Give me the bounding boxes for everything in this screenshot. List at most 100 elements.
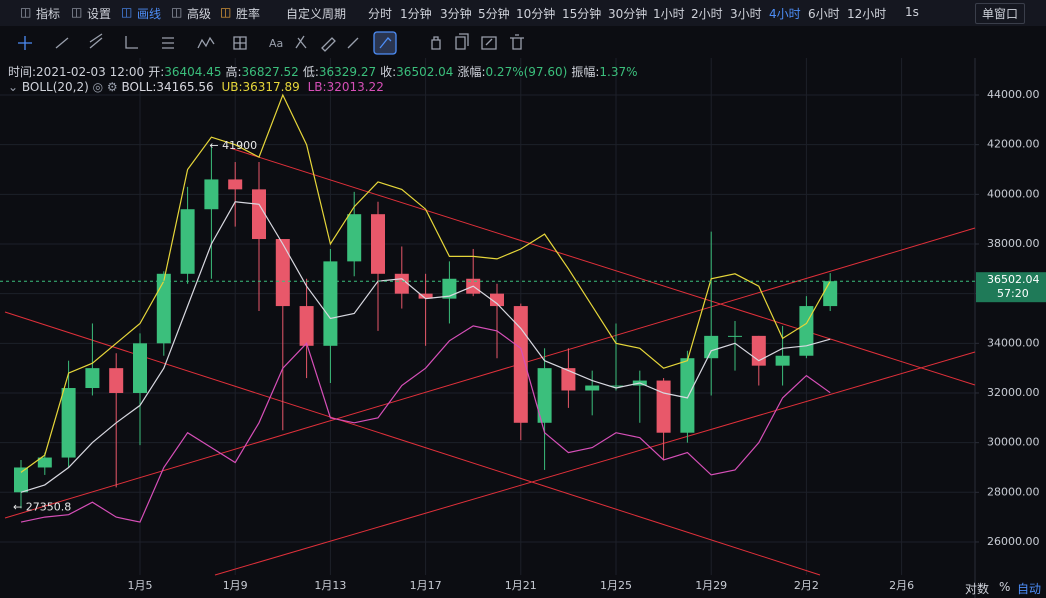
indicator-upper: UB:36317.89 [221, 80, 300, 94]
candle-body [513, 306, 528, 423]
candle-body [394, 273, 409, 294]
angle-tool[interactable] [125, 36, 138, 49]
candle-body [252, 189, 266, 240]
delete-tool[interactable] [510, 34, 524, 50]
line-tool[interactable] [55, 37, 69, 49]
candle-body [299, 306, 314, 346]
candle-body [109, 368, 124, 393]
toolbar-button[interactable]: 设置 [87, 7, 112, 21]
toolbar-button[interactable]: 指标 [36, 7, 61, 21]
info-value: 36329.27 [318, 65, 377, 79]
axis-option[interactable]: 对数 [965, 582, 990, 596]
indicator-lower: LB:32013.22 [307, 80, 384, 94]
copy-tool[interactable] [455, 33, 469, 50]
candle-body [85, 368, 100, 389]
candle-body [371, 214, 385, 274]
candle-body [61, 388, 76, 458]
annotation: ← 41900 [209, 139, 257, 152]
axis-option[interactable]: % [999, 580, 1011, 594]
x-tick-label: 1月5 [128, 579, 153, 592]
trend-line [229, 147, 976, 386]
y-tick-label: 30000.00 [987, 436, 1040, 449]
candle-body [180, 209, 195, 274]
period-button[interactable]: 分时 [368, 7, 393, 21]
period-button[interactable]: 30分钟 [608, 7, 648, 21]
candle-body [133, 343, 147, 393]
period-button[interactable]: 1小时 [653, 7, 685, 21]
info-time: 时间:2021-02-03 12:00 [8, 65, 145, 79]
channel-tool[interactable] [89, 33, 103, 49]
top-toolbar: 指标 ◫ 设置 ◫ 画线 ◫ 高级 ◫ 胜率 ◫ 自定义周期 分时 1分钟 3分钟 5分钟 10分钟 15分钟 3… [0, 0, 1046, 26]
period-button[interactable]: 10分钟 [516, 7, 556, 21]
period-button[interactable]: 2小时 [691, 7, 723, 21]
y-tick-label: 40000.00 [987, 187, 1040, 200]
candle-body [490, 293, 504, 307]
candle-body [37, 457, 52, 468]
y-tick-label: 44000.00 [987, 88, 1040, 101]
boll-line [20, 201, 831, 493]
candle-body [656, 380, 671, 433]
candle-body [418, 293, 433, 299]
price-tag-countdown: 57:20 [997, 287, 1029, 300]
toolbar-icon: ◫ [71, 5, 83, 19]
info-label: 振幅: [571, 65, 600, 79]
boll-line [20, 325, 831, 523]
info-value: 0.27%(97.60) [485, 65, 568, 79]
custom-period[interactable]: 自定义周期 [286, 7, 347, 21]
magnet-tool[interactable] [347, 37, 359, 49]
hide-tool[interactable] [481, 36, 497, 50]
info-label: 开: [148, 65, 165, 79]
annotation: ← 27350.8 [13, 500, 71, 513]
info-label: 低: [302, 65, 319, 79]
boll-line [20, 93, 831, 473]
draw-mode[interactable] [373, 31, 397, 55]
period-button[interactable]: 15分钟 [562, 7, 602, 21]
crosshair-tool[interactable] [18, 36, 32, 50]
indicator-mid: BOLL:34165.56 [121, 80, 214, 94]
x-tick-label: 2月2 [794, 579, 819, 592]
wave-tool[interactable] [197, 36, 215, 49]
y-tick-label: 42000.00 [987, 138, 1040, 151]
candle-body [609, 385, 623, 387]
x-tick-label: 1月17 [410, 579, 442, 592]
toolbar-icon: ◫ [20, 5, 32, 19]
info-value: 36404.45 [164, 65, 222, 79]
toolbar-button[interactable]: 画线 [137, 7, 162, 21]
candle-body [680, 358, 695, 433]
info-value: 36502.04 [396, 65, 454, 79]
candle-body [228, 179, 243, 190]
toolbar-icon: ◫ [121, 5, 133, 19]
toolbar-icon: ◫ [171, 5, 183, 19]
brush-tool[interactable] [295, 35, 307, 49]
info-label: 收: [380, 65, 397, 79]
x-tick-label: 1月13 [314, 579, 346, 592]
period-button[interactable]: 1s [905, 5, 919, 19]
indicator-name: BOLL(20,2) [21, 80, 89, 94]
toolbar-button[interactable]: 高级 [187, 7, 212, 21]
candle-body [204, 179, 219, 210]
period-button[interactable]: 12小时 [847, 7, 887, 21]
fib-tool[interactable] [162, 37, 174, 49]
period-button[interactable]: 3小时 [730, 7, 762, 21]
lock-tool[interactable] [431, 36, 441, 50]
trend-lines [4, 147, 976, 576]
measure-tool[interactable] [321, 37, 336, 52]
period-button[interactable]: 6小时 [808, 7, 840, 21]
candle-body [728, 335, 742, 337]
period-button[interactable]: 5分钟 [478, 7, 510, 21]
y-tick-label: 34000.00 [987, 336, 1040, 349]
period-button[interactable]: 1分钟 [400, 7, 432, 21]
candle-body [799, 306, 814, 356]
info-value: 1.37% [599, 65, 638, 79]
x-tick-label: 2月6 [889, 579, 914, 592]
axis-option[interactable]: 自动 [1017, 582, 1042, 596]
toolbar-button[interactable]: 胜率 [236, 7, 261, 21]
period-button[interactable]: 4小时 [769, 7, 801, 21]
text-tool[interactable]: Aa [269, 37, 283, 50]
window-select[interactable]: 单窗口 [975, 3, 1026, 24]
candle-body [14, 467, 28, 493]
period-button[interactable]: 3分钟 [440, 7, 472, 21]
pattern-tool[interactable] [233, 36, 247, 50]
